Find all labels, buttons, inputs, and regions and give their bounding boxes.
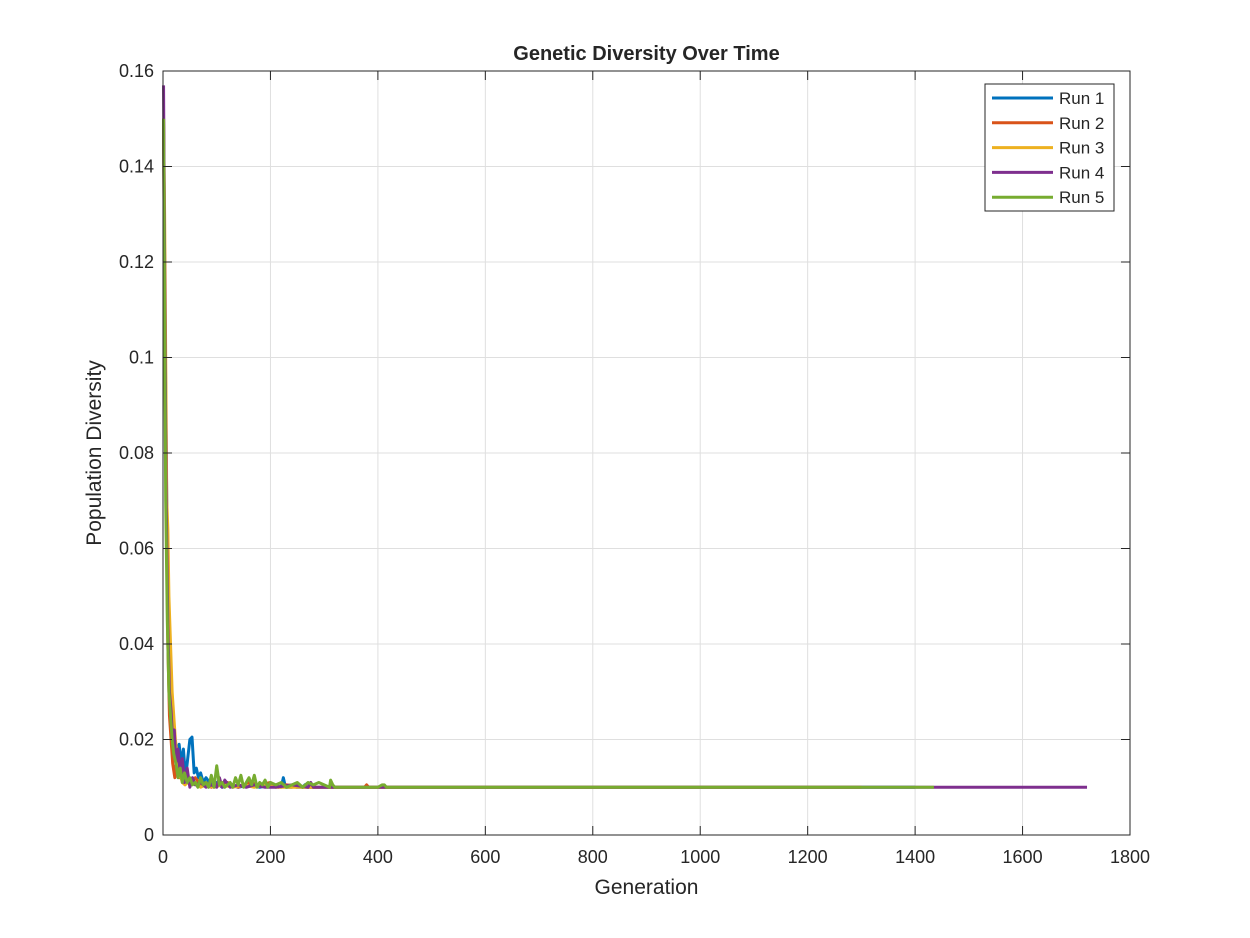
y-axis-label: Population Diversity [83,360,106,546]
x-tick-label: 0 [158,847,168,867]
legend-label: Run 4 [1059,163,1104,182]
y-tick-label: 0.08 [119,443,154,463]
x-tick-label: 400 [363,847,393,867]
legend-label: Run 1 [1059,89,1104,108]
x-tick-label: 600 [470,847,500,867]
legend-label: Run 5 [1059,188,1104,207]
y-tick-label: 0.04 [119,634,154,654]
y-tick-label: 0.1 [129,348,154,368]
series-line-run-5 [162,118,934,789]
x-tick-label: 1400 [895,847,935,867]
x-tick-label: 1200 [788,847,828,867]
data-series [162,85,1088,789]
y-tick-label: 0.02 [119,730,154,750]
x-tick-label: 1000 [680,847,720,867]
x-tick-label: 800 [578,847,608,867]
legend-label: Run 3 [1059,139,1104,158]
x-axis-label: Generation [595,876,699,899]
y-tick-label: 0.14 [119,157,154,177]
y-tick-label: 0.16 [119,61,154,81]
legend: Run 1 Run 2 Run 3 Run 4 Run 5 [984,83,1115,212]
axis-ticks: 0 200 400 600 800 1000 1200 1400 1600 1800 0 0.02 0.… [119,61,1150,867]
y-tick-label: 0.12 [119,252,154,272]
x-tick-label: 1800 [1110,847,1150,867]
legend-items: Run 1 Run 2 Run 3 Run 4 Run 5 [992,89,1104,207]
legend-label: Run 2 [1059,114,1104,133]
y-tick-label: 0.06 [119,539,154,559]
x-tick-label: 200 [255,847,285,867]
chart-title: Genetic Diversity Over Time [513,43,779,65]
x-tick-label: 1600 [1003,847,1043,867]
y-tick-label: 0 [144,825,154,845]
